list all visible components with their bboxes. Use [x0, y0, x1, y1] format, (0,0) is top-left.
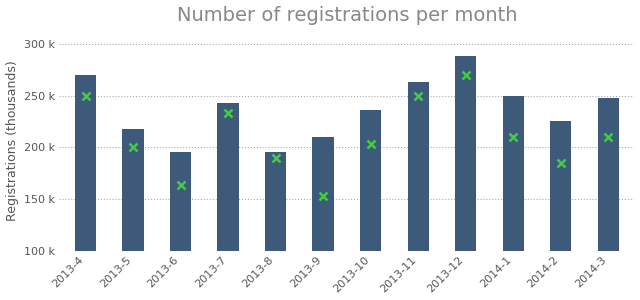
Bar	[265, 152, 286, 250]
Bar	[170, 152, 191, 250]
Y-axis label: Registrations (thousands): Registrations (thousands)	[6, 61, 19, 221]
Bar	[360, 110, 381, 250]
Bar	[455, 56, 476, 250]
Bar	[598, 98, 619, 250]
Title: Number of registrations per month: Number of registrations per month	[177, 6, 517, 25]
Bar	[408, 82, 429, 250]
Bar	[502, 96, 524, 250]
Bar	[122, 129, 144, 250]
Bar	[218, 103, 239, 250]
Bar	[312, 137, 334, 250]
Bar	[75, 75, 96, 250]
Bar	[550, 122, 572, 250]
